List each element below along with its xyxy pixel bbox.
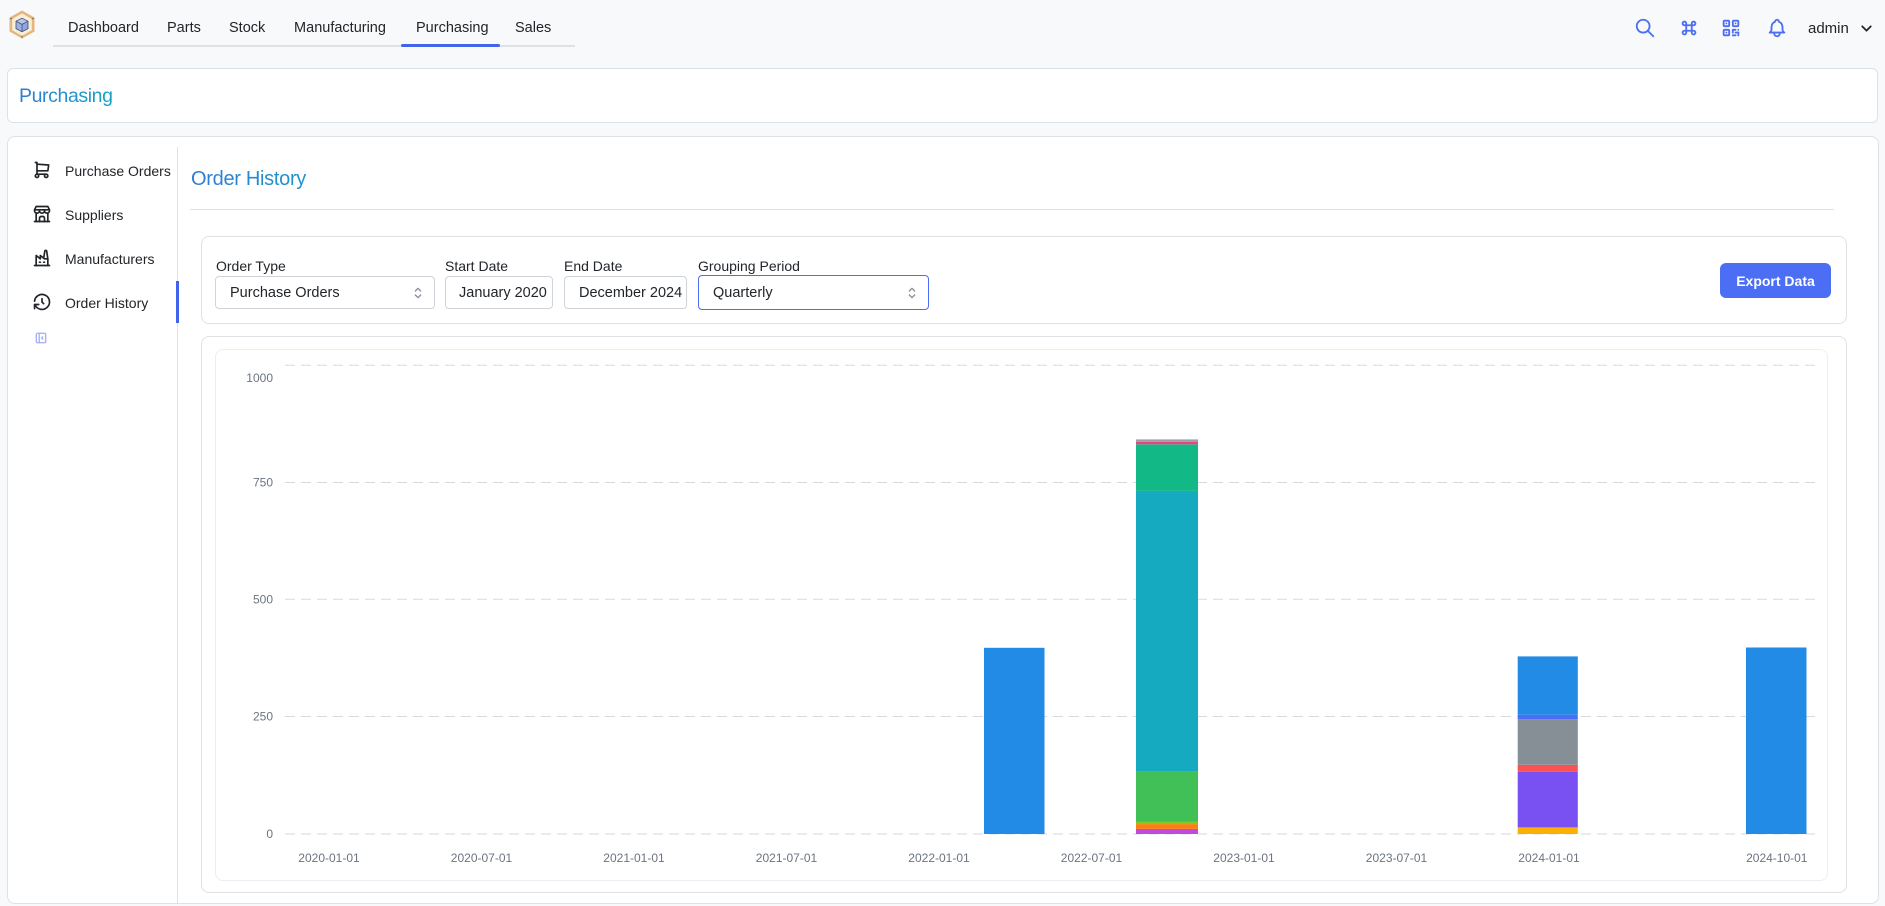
svg-text:2021-01-01: 2021-01-01 [603, 851, 665, 865]
svg-text:1000: 1000 [246, 371, 273, 385]
svg-text:2023-01-01: 2023-01-01 [1213, 851, 1275, 865]
svg-text:2020-01-01: 2020-01-01 [298, 851, 360, 865]
svg-text:250: 250 [253, 710, 273, 724]
svg-text:2024-01-01: 2024-01-01 [1518, 851, 1580, 865]
svg-text:0: 0 [266, 827, 273, 841]
svg-text:2022-07-01: 2022-07-01 [1061, 851, 1123, 865]
svg-text:2020-07-01: 2020-07-01 [451, 851, 513, 865]
svg-text:2023-07-01: 2023-07-01 [1366, 851, 1428, 865]
svg-text:2024-10-01: 2024-10-01 [1746, 851, 1808, 865]
svg-text:2021-07-01: 2021-07-01 [756, 851, 818, 865]
svg-text:500: 500 [253, 592, 273, 606]
svg-text:750: 750 [253, 476, 273, 490]
svg-text:2022-01-01: 2022-01-01 [908, 851, 970, 865]
